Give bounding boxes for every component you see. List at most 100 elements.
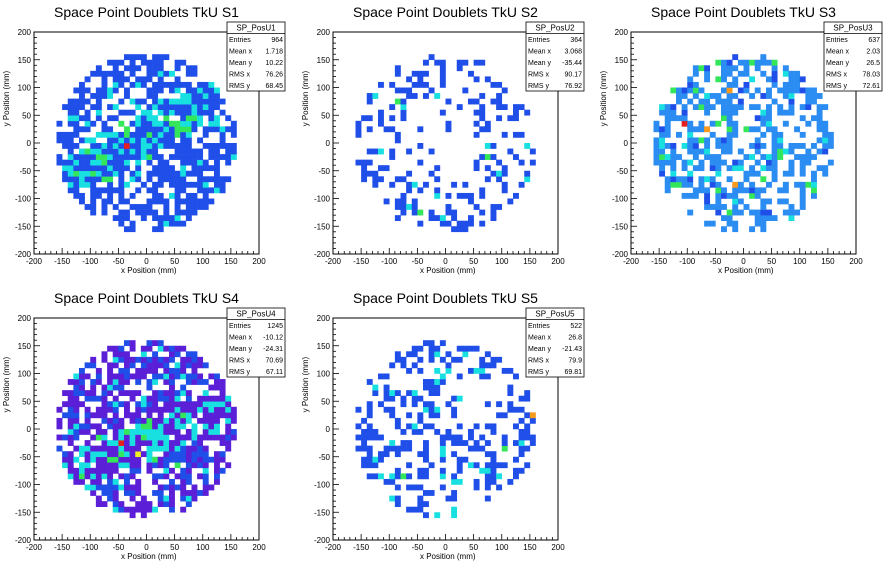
bin-cell (73, 165, 80, 172)
bin-cell (129, 473, 136, 480)
bin-cell (501, 445, 508, 452)
bin-cell (202, 181, 209, 188)
x-tick-label: 100 (495, 543, 509, 552)
bin-cell (372, 390, 379, 396)
bin-cell (687, 176, 694, 183)
bin-cell (185, 406, 192, 413)
bin-cell (185, 93, 192, 99)
bin-cell (361, 456, 368, 463)
bin-cell (490, 467, 497, 474)
bin-cell (95, 176, 102, 183)
bin-cell (484, 176, 491, 183)
bin-cell (715, 204, 722, 210)
bin-cell (484, 467, 491, 474)
bin-cell (732, 109, 739, 116)
bin-cell (112, 395, 119, 402)
x-tick-label: -50 (113, 257, 125, 266)
bin-cell (112, 81, 119, 88)
bin-cell (112, 104, 119, 110)
x-tick-label: 100 (495, 257, 509, 266)
bin-cell (202, 131, 209, 138)
bin-cell (180, 165, 187, 172)
bin-cell (737, 98, 744, 105)
bin-cell (90, 187, 97, 194)
bin-cell (118, 434, 125, 441)
bin-cell (107, 176, 114, 183)
stats-label: Mean x (229, 49, 252, 56)
bin-cell (749, 209, 756, 216)
bin-cell (513, 192, 519, 199)
bin-cell (112, 143, 119, 149)
bin-cell (687, 126, 694, 133)
bin-cell (704, 187, 711, 194)
bin-cell (361, 159, 368, 166)
bin-cell (185, 70, 192, 77)
bin-cell (129, 440, 136, 446)
bin-cell (788, 159, 795, 166)
bin-cell (118, 401, 125, 408)
bin-cell (737, 59, 744, 66)
bin-cell (95, 462, 102, 469)
bin-cell (225, 126, 232, 133)
bin-cell (366, 115, 373, 122)
bin-cell (698, 176, 705, 183)
bin-cell (445, 429, 452, 435)
bin-cell (799, 165, 806, 172)
bin-cell (84, 204, 91, 210)
bin-cell (468, 434, 474, 441)
bin-cell (135, 373, 142, 380)
bin-cell (152, 198, 159, 205)
bin-cell (230, 406, 237, 413)
bin-cell (704, 98, 711, 105)
bin-cell (394, 445, 401, 452)
bin-cell (468, 445, 474, 452)
bin-cell (687, 81, 694, 88)
bin-cell (135, 204, 142, 210)
bin-cell (749, 170, 756, 177)
bin-cell (451, 478, 458, 485)
bin-cell (197, 417, 204, 424)
bin-cell (372, 429, 379, 435)
bin-cell (788, 98, 795, 105)
bin-cell (383, 395, 390, 402)
bin-cell (169, 440, 175, 446)
bin-cell (169, 154, 175, 160)
bin-cell (208, 198, 215, 205)
bin-cell (698, 159, 705, 166)
bin-cell (715, 159, 722, 166)
bin-cell (794, 181, 801, 188)
bin-cell (180, 417, 187, 424)
bin-cell (698, 187, 705, 194)
bin-cell (135, 159, 142, 166)
y-tick-label: -150 (314, 222, 331, 231)
bin-cell (411, 93, 418, 99)
bin-cell (169, 70, 175, 77)
bin-cell (507, 390, 514, 396)
bin-cell (202, 126, 209, 133)
bin-cell (118, 165, 125, 172)
bin-cell (490, 81, 497, 88)
bin-cell (389, 81, 396, 88)
bin-cell (664, 120, 671, 127)
bin-cell (107, 384, 114, 391)
bin-cell (84, 181, 91, 188)
bin-cell (124, 379, 130, 385)
bin-cell (169, 137, 175, 144)
bin-cell (743, 70, 750, 77)
bin-cell (129, 484, 136, 491)
bin-cell (140, 137, 147, 144)
bin-cell (185, 170, 192, 177)
bin-cell (84, 137, 91, 144)
bin-cell (118, 390, 125, 396)
bin-cell (754, 220, 761, 227)
bin-cell (152, 390, 159, 396)
bin-cell (101, 501, 108, 507)
bin-cell (107, 390, 114, 396)
bin-cell (411, 81, 418, 88)
bin-cell (101, 451, 108, 458)
bin-cell (230, 143, 237, 149)
bin-cell (400, 429, 407, 435)
bin-cell (129, 462, 136, 469)
bin-cell (112, 451, 119, 458)
stats-label: RMS y (229, 83, 251, 90)
